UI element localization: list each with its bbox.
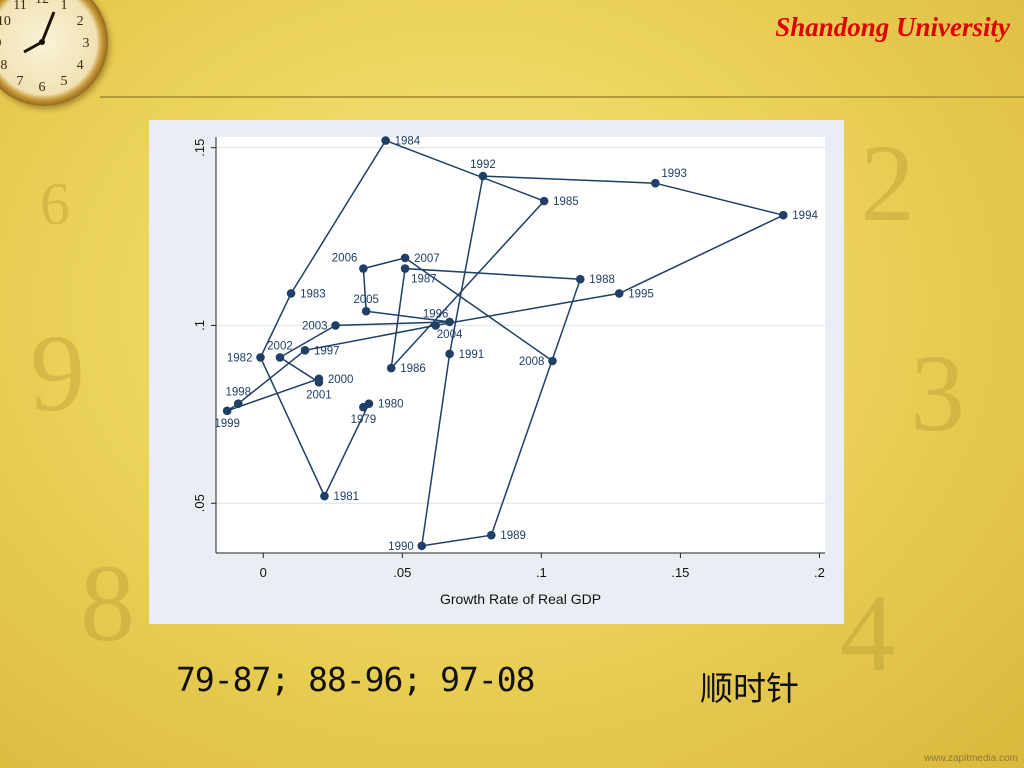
period-caption: 79-87; 88-96; 97-08: [176, 660, 535, 699]
data-point: [286, 289, 296, 298]
data-point: [539, 196, 549, 206]
data-point: [778, 210, 788, 220]
data-point: [300, 346, 310, 355]
point-label: 2006: [332, 253, 358, 265]
data-point: [445, 349, 454, 359]
data-point: [222, 406, 232, 416]
plot-area: [216, 137, 825, 553]
data-point: [386, 363, 396, 373]
clock-graphic: 111212345678910: [0, 0, 108, 106]
data-point: [614, 289, 624, 298]
deco-numeral-4: 4: [840, 572, 895, 694]
y-tick-label: .15: [192, 139, 207, 157]
clock-number: 2: [77, 14, 84, 29]
data-point: [400, 264, 410, 273]
data-point: [381, 136, 390, 145]
point-label: 1985: [553, 196, 579, 208]
direction-caption: 顺时针: [700, 669, 799, 708]
clock-number: 12: [35, 0, 49, 7]
chart-panel: .05 .1 .15 0 .05 .1 .15 .2 Growth Rate of Real G…: [149, 120, 844, 624]
point-label: 1997: [314, 345, 340, 357]
clock-number: 10: [0, 14, 11, 29]
clock-number: 1: [61, 0, 68, 13]
clock-hand-hour: [23, 40, 43, 54]
clock-number: 3: [83, 36, 90, 51]
deco-numeral-2: 2: [860, 122, 915, 244]
point-label: 2001: [306, 389, 332, 401]
point-label: 1989: [500, 530, 526, 542]
x-tick-label: .05: [393, 565, 411, 580]
point-label: 1999: [214, 418, 240, 430]
data-point: [256, 353, 265, 362]
clock-number: 11: [13, 0, 26, 13]
clock-number: 6: [39, 80, 46, 95]
point-label: 1998: [225, 387, 251, 399]
point-label: 1993: [661, 168, 687, 180]
data-point: [431, 321, 440, 330]
clock-hand-minute: [40, 11, 56, 43]
clock-number: 9: [0, 36, 2, 51]
y-tick-label: .05: [192, 494, 207, 512]
data-point: [320, 491, 329, 501]
deco-numeral-6: 6: [40, 171, 70, 237]
point-label: 1986: [400, 363, 426, 375]
deco-numeral-9: 9: [30, 312, 85, 434]
data-point: [417, 541, 427, 551]
point-label: 2002: [267, 340, 293, 352]
point-label: 1984: [395, 136, 421, 148]
data-point: [314, 378, 324, 387]
watermark: www.zapitmedia.com: [924, 753, 1018, 764]
data-point: [548, 356, 557, 366]
data-point: [400, 253, 410, 263]
header-divider: [100, 96, 1024, 98]
point-label: 2008: [519, 356, 545, 368]
x-axis-label: Growth Rate of Real GDP: [440, 591, 601, 607]
point-label: 1987: [411, 274, 437, 286]
data-point: [575, 274, 585, 284]
deco-numeral-8: 8: [80, 542, 135, 664]
data-point: [487, 530, 496, 540]
clock-face: 111212345678910: [0, 0, 90, 95]
scatter-chart: .05 .1 .15 0 .05 .1 .15 .2 Growth Rate of Real G…: [192, 136, 825, 607]
point-label: 1996: [423, 308, 449, 320]
point-label: 1994: [792, 210, 818, 222]
point-label: 1988: [589, 274, 615, 286]
point-label: 2003: [302, 320, 328, 332]
point-label: 2007: [414, 253, 440, 265]
data-point: [364, 399, 374, 408]
series-line: [226, 139, 786, 547]
clock-center: [39, 39, 45, 45]
deco-numeral-3: 3: [910, 332, 965, 454]
data-point: [233, 399, 243, 408]
point-label: 1980: [378, 399, 404, 411]
point-label: 2000: [328, 374, 354, 386]
data-point: [275, 353, 285, 362]
clock-number: 8: [0, 58, 7, 73]
data-point: [651, 178, 660, 188]
clock-number: 7: [17, 74, 24, 89]
data-point: [361, 306, 371, 316]
point-label: 1992: [470, 159, 496, 171]
point-label: 1983: [300, 288, 326, 300]
point-label: 1995: [628, 288, 654, 300]
point-label: 1991: [459, 349, 485, 361]
point-label: 1990: [388, 541, 414, 553]
clock-number: 4: [77, 58, 84, 73]
brand-title: Shandong University: [775, 12, 1010, 42]
clock-number: 5: [61, 74, 68, 89]
point-label: 2005: [353, 294, 379, 306]
x-tick-label: .15: [671, 565, 689, 580]
point-label: 1982: [227, 352, 253, 364]
x-tick-label: .1: [536, 565, 547, 580]
x-tick-label: 0: [260, 565, 267, 580]
data-point: [331, 321, 340, 330]
data-point: [478, 171, 488, 181]
point-label: 1981: [333, 491, 359, 503]
data-point: [445, 317, 454, 327]
x-tick-label: .2: [814, 565, 825, 580]
y-tick-label: .1: [192, 320, 207, 331]
data-point: [359, 264, 368, 273]
point-label: 2004: [437, 329, 463, 341]
point-label: 1979: [351, 414, 377, 426]
